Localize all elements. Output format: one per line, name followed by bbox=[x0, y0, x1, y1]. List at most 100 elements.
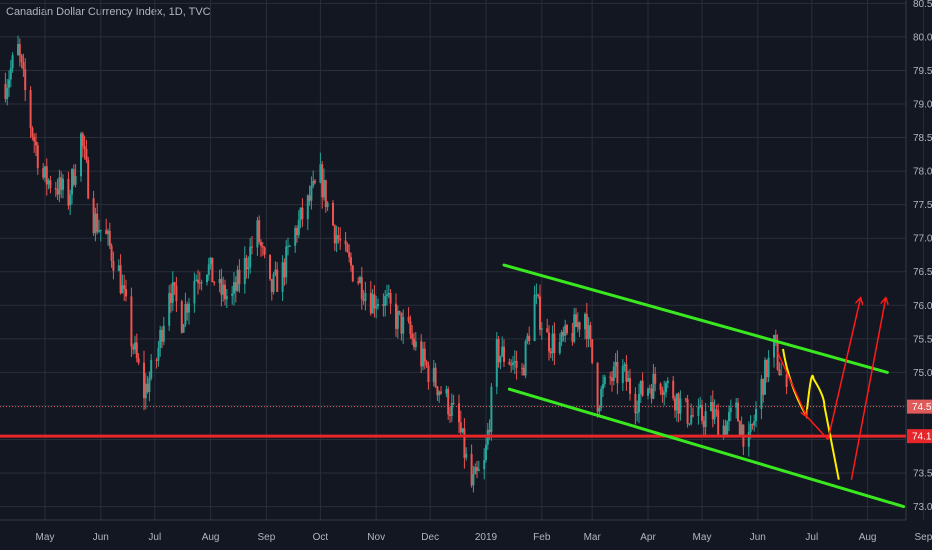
candle-body bbox=[348, 252, 351, 258]
candle-body bbox=[274, 269, 277, 275]
time-tick-label: May bbox=[693, 532, 712, 543]
candle-body bbox=[213, 282, 216, 284]
candle-body bbox=[540, 328, 543, 330]
candle-body bbox=[652, 373, 655, 399]
candle-body bbox=[690, 415, 693, 424]
candle-body bbox=[636, 412, 639, 414]
candle-body bbox=[548, 332, 550, 352]
candle-body bbox=[276, 269, 279, 292]
candle-body bbox=[526, 335, 529, 342]
candle-body bbox=[285, 246, 288, 278]
candle-body bbox=[231, 293, 234, 296]
candle-body bbox=[35, 141, 37, 146]
time-tick-label: Jul bbox=[805, 532, 818, 543]
candle-body bbox=[360, 277, 363, 300]
candle-body bbox=[447, 388, 450, 415]
candle-body bbox=[625, 364, 628, 382]
candle-body bbox=[371, 294, 374, 314]
candle-body bbox=[528, 335, 531, 342]
candle-body bbox=[537, 294, 540, 297]
price-tick-label: 73.0 bbox=[913, 502, 932, 513]
candle-body bbox=[359, 277, 361, 283]
price-tag-label: 74.5 bbox=[912, 402, 932, 413]
candle-body bbox=[533, 294, 536, 342]
candle-body bbox=[440, 391, 442, 394]
candle-body bbox=[256, 220, 259, 248]
candle-body bbox=[11, 55, 14, 69]
candle-body bbox=[702, 420, 705, 428]
candle-body bbox=[108, 230, 111, 246]
candle-body bbox=[125, 288, 127, 297]
candle-body bbox=[576, 322, 579, 328]
candle-body bbox=[71, 169, 73, 195]
candle-body bbox=[436, 386, 439, 396]
candle-body bbox=[575, 314, 577, 328]
candle-body bbox=[299, 207, 302, 220]
candle-body bbox=[344, 240, 347, 245]
candle-body bbox=[477, 469, 480, 471]
candle-body bbox=[564, 325, 567, 336]
candle-body bbox=[740, 424, 743, 435]
candle-body bbox=[513, 361, 516, 363]
candle-body bbox=[549, 351, 552, 354]
price-tick-label: 79.5 bbox=[913, 66, 932, 77]
candle-body bbox=[94, 213, 97, 234]
candle-body bbox=[132, 346, 135, 350]
candle-body bbox=[81, 133, 84, 147]
candle-body bbox=[310, 185, 313, 201]
time-tick-label: Apr bbox=[640, 532, 656, 543]
candle-body bbox=[193, 280, 196, 304]
candle-body bbox=[753, 421, 756, 426]
candle-body bbox=[382, 304, 385, 307]
candle-body bbox=[715, 409, 718, 411]
candle-body bbox=[641, 380, 644, 396]
candle-body bbox=[638, 393, 640, 413]
candle-body bbox=[107, 230, 109, 235]
projection-red-arrow bbox=[776, 351, 807, 416]
candle-body bbox=[144, 383, 147, 399]
candle-body bbox=[261, 246, 264, 248]
candle-body bbox=[522, 367, 525, 376]
candle-body bbox=[150, 359, 153, 379]
candle-body bbox=[269, 254, 271, 280]
candle-body bbox=[711, 402, 714, 420]
candle-body bbox=[351, 265, 354, 282]
candle-body bbox=[195, 279, 198, 281]
projection-red-arrow bbox=[805, 415, 829, 440]
time-tick-label: Sep bbox=[915, 532, 932, 543]
candle-body bbox=[270, 279, 273, 293]
candle-body bbox=[260, 242, 262, 247]
price-tick-label: 79.0 bbox=[913, 100, 932, 111]
candle-body bbox=[296, 228, 298, 236]
candle-body bbox=[778, 369, 781, 375]
candle-body bbox=[31, 127, 34, 137]
candle-body bbox=[220, 279, 223, 295]
candle-body bbox=[251, 246, 253, 248]
candle-body bbox=[461, 428, 464, 433]
candles bbox=[4, 35, 788, 493]
price-tick-label: 77.5 bbox=[913, 200, 932, 211]
candle-body bbox=[445, 388, 448, 394]
candle-body bbox=[58, 177, 61, 195]
candle-body bbox=[749, 424, 752, 433]
candle-body bbox=[400, 312, 403, 334]
candle-body bbox=[200, 282, 203, 284]
candle-body bbox=[558, 341, 561, 354]
candle-body bbox=[346, 244, 349, 253]
candle-body bbox=[587, 325, 590, 339]
candle-body bbox=[774, 335, 777, 343]
candle-body bbox=[395, 303, 397, 329]
candle-body bbox=[67, 178, 70, 206]
price-tag-bg bbox=[907, 429, 932, 444]
candle-body bbox=[337, 235, 340, 239]
candle-body bbox=[375, 306, 378, 309]
candle-body bbox=[80, 133, 82, 177]
candle-body bbox=[146, 383, 149, 393]
candle-body bbox=[611, 377, 613, 381]
candle-body bbox=[427, 365, 430, 382]
candle-body bbox=[585, 313, 588, 339]
candle-body bbox=[589, 325, 592, 340]
candle-body bbox=[387, 293, 390, 295]
candle-body bbox=[647, 388, 649, 396]
